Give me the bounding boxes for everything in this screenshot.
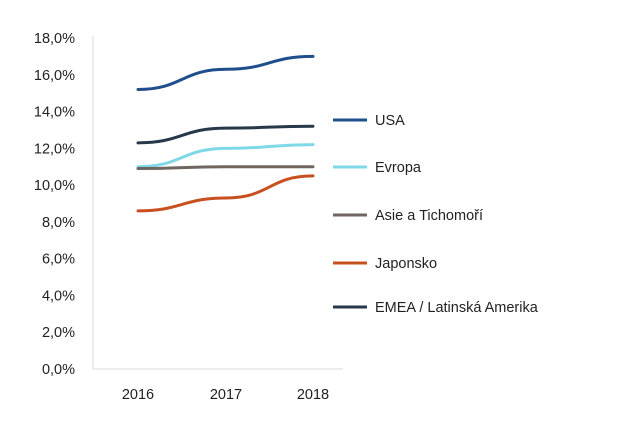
y-tick-label: 8,0%: [42, 215, 75, 231]
series-line-1: [136, 54, 315, 91]
y-tick-label: 18,0%: [34, 31, 75, 47]
series-line-2: [136, 143, 315, 169]
x-tick-label: 2017: [210, 387, 242, 403]
x-tick-label: 2016: [122, 387, 154, 403]
legend-label: USA: [375, 113, 405, 129]
x-tick-label: 2018: [297, 387, 329, 403]
y-tick-label: 2,0%: [42, 325, 75, 341]
x-axis-ticks: 2016 2017 2018: [122, 387, 329, 403]
legend-label: Japonsko: [375, 256, 437, 272]
y-tick-label: 4,0%: [42, 288, 75, 304]
y-tick-label: 10,0%: [34, 178, 75, 194]
legend-label: Evropa: [375, 160, 422, 176]
y-tick-label: 16,0%: [34, 68, 75, 84]
y-tick-label: 14,0%: [34, 105, 75, 121]
series-line-5: [136, 124, 315, 145]
y-tick-label: 6,0%: [42, 252, 75, 268]
series-line-4: [136, 174, 315, 213]
legend-label: EMEA / Latinská Amerika: [375, 300, 539, 316]
y-axis-ticks: 0,0% 2,0% 4,0% 6,0% 8,0% 10,0% 12,0% 14,0% 16,0%…: [34, 31, 75, 378]
series-lines: [136, 54, 315, 213]
legend: USA Evropa Asie a Tichomoří Japonsko EMEA / …: [333, 113, 539, 316]
y-tick-label: 12,0%: [34, 141, 75, 157]
legend-label: Asie a Tichomoří: [375, 208, 483, 224]
series-line-3: [136, 165, 315, 171]
y-tick-label: 0,0%: [42, 362, 75, 378]
